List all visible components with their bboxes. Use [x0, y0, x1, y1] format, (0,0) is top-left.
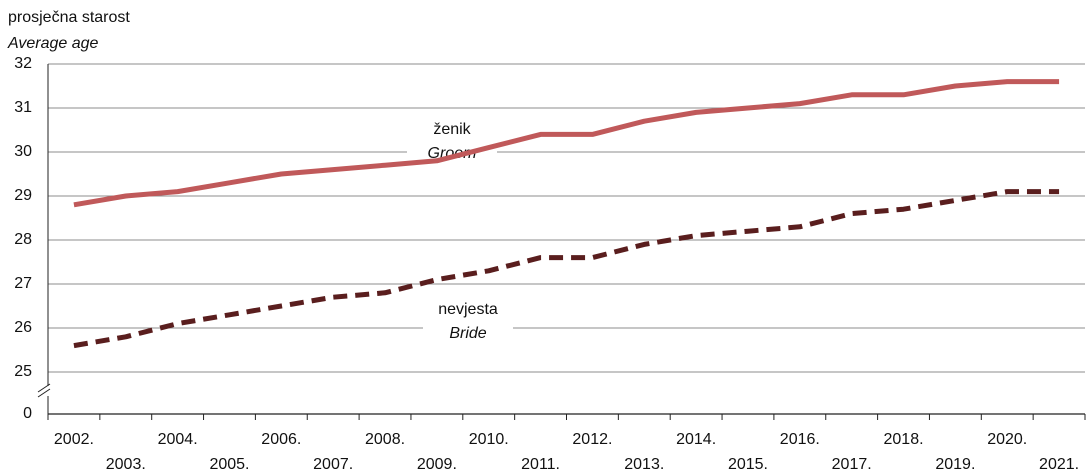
y-tick-label: 26: [14, 319, 32, 336]
x-tick-label: 2009.: [417, 456, 457, 473]
x-tick-label: 2021.: [1039, 456, 1079, 473]
x-tick-label: 2019.: [935, 456, 975, 473]
x-tick-label: 2013.: [624, 456, 664, 473]
y-tick-label: 25: [14, 363, 32, 380]
y-tick-label: 31: [14, 99, 32, 116]
x-tick-label: 2018.: [884, 431, 924, 448]
axis-break: [37, 388, 51, 398]
chart-subtitle: Average age: [7, 35, 99, 52]
x-tick-label: 2010.: [469, 431, 509, 448]
y-tick-label: 32: [14, 55, 32, 72]
y-tick-label: 29: [14, 187, 32, 204]
x-tick-label: 2012.: [572, 431, 612, 448]
series-line: [73, 189, 1060, 349]
series-label: nevjesta: [438, 301, 498, 318]
x-tick-label: 2017.: [832, 456, 872, 473]
y-tick-label: 30: [14, 143, 32, 160]
series-label: ženik: [433, 121, 471, 138]
x-tick-label: 2011.: [521, 456, 560, 473]
series-line: [73, 79, 1060, 208]
x-tick-label: 2014.: [676, 431, 716, 448]
axis-break: [37, 383, 51, 393]
y-tick-label: 28: [14, 231, 32, 248]
x-tick-label: 2016.: [780, 431, 820, 448]
label-bg: [407, 116, 497, 160]
x-tick-label: 2003.: [106, 456, 146, 473]
axis-break-gap: [36, 386, 60, 396]
y-tick-label: 0: [23, 405, 32, 422]
x-tick-label: 2005.: [209, 456, 249, 473]
y-tick-label: 27: [14, 275, 32, 292]
x-tick-label: 2008.: [365, 431, 405, 448]
x-tick-label: 2015.: [728, 456, 768, 473]
chart-title: prosječna starost: [8, 9, 130, 26]
x-tick-label: 2007.: [313, 456, 353, 473]
x-tick-label: 2006.: [261, 431, 301, 448]
x-tick-label: 2004.: [158, 431, 198, 448]
series-label-en: Bride: [449, 325, 486, 342]
label-bg: [423, 296, 513, 340]
x-tick-label: 2002.: [54, 431, 94, 448]
x-tick-label: 2020.: [987, 431, 1027, 448]
